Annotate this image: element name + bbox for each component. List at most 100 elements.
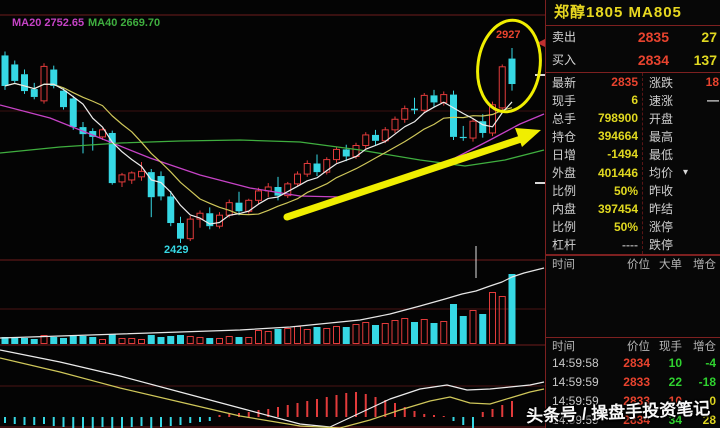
stat-row-low: 最低 [643,145,720,163]
tick-time: 14:59:59 [552,394,599,408]
buy-label: 买入 [552,53,577,67]
tick-time: 14:59:58 [552,356,599,370]
col-price: 价位 [627,341,650,353]
stat-label: 昨结 [649,202,674,217]
stat-label: 均价 [649,166,674,181]
stat-value: 2835 [611,75,638,90]
stat-row-inner-ratio: 比例 50% [546,218,642,236]
low-price-annotation: 2429 [164,244,189,256]
col-oi-change: 增仓 [693,341,716,353]
tick-oi-change: -18 [698,375,716,389]
stat-value: 798900 [597,111,638,126]
sell-quote-row[interactable]: 卖出 2835 27 [546,26,720,49]
stats-left-column: 最新 2835 现手 6 总手 798900 持仓 394664 日增 -1494 外盘 4… [546,73,643,254]
big-order-list-header: 时间 价位 大单 增仓 [546,255,720,272]
tick-volume: 10 [668,356,682,370]
stat-label: 速涨 [649,93,674,108]
stat-row-prev-close: 昨收 [643,182,720,200]
high-price-annotation: 2927 [496,29,521,41]
tick-price: 2834 [623,413,650,427]
contract-title: 郑醇1805 MA805 [546,0,720,26]
tick-price: 2833 [623,375,650,389]
stat-row-open-interest: 持仓 394664 [546,127,642,145]
stat-row-cur-vol: 现手 6 [546,91,642,109]
stat-value: ---- [622,237,638,252]
stat-value: 50% [613,219,638,234]
buy-quote-row[interactable]: 买入 2834 137 [546,49,720,73]
stats-right-column: 涨跌 18 速涨 — 开盘 最高 最低 均价 ▾ 昨收 昨结 涨停 跌停 [643,73,720,254]
tick-row: 14:59:59 2833 22 -18 [546,373,720,392]
stat-label: 昨收 [649,184,674,199]
stat-row-total-vol: 总手 798900 [546,109,642,127]
tick-oi-change: 28 [702,413,716,427]
tick-volume: 34 [668,413,682,427]
tick-oi-change: 0 [709,394,716,408]
stat-row-inner-disc: 内盘 397454 [546,200,642,218]
stat-value: 18 [705,75,719,90]
stat-row-open: 开盘 [643,109,720,127]
stat-label: 总手 [552,111,577,126]
stat-row-speed: 速涨 — [643,91,720,109]
stat-row-prev-settle: 昨结 [643,200,720,218]
stat-row-limit-down: 跌停 [643,236,720,254]
tick-list-header: 时间 价位 现手 增仓 [546,337,720,354]
stat-value: 50% [613,183,638,198]
stat-row-high: 最高 [643,127,720,145]
col-oi-change: 增仓 [693,259,716,271]
col-price: 价位 [627,259,650,271]
tick-list[interactable]: 14:59:58 2834 10 -4 14:59:59 2833 22 -18… [546,354,720,428]
stat-row-average: 均价 ▾ [643,163,720,181]
stat-value: -1494 [607,147,638,162]
stats-table: 最新 2835 现手 6 总手 798900 持仓 394664 日增 -1494 外盘 4… [546,73,720,255]
big-order-list[interactable] [546,272,720,337]
stat-row-limit-up: 涨停 [643,218,720,236]
stat-row-daily-increase: 日增 -1494 [546,145,642,163]
tick-row: 14:59:59 2834 34 28 [546,411,720,428]
tick-time: 14:59:59 [552,375,599,389]
stat-label: 持仓 [552,129,577,144]
tick-row: 14:59:59 2833 10 0 [546,392,720,411]
stat-value: 401446 [597,165,638,180]
stat-label: 涨停 [649,220,674,235]
stat-label: 比例 [552,184,577,199]
tick-volume: 10 [668,394,682,408]
stat-label: 内盘 [552,202,577,217]
stat-label: 开盘 [649,111,674,126]
stat-value: 397454 [597,201,638,216]
tick-oi-change: -4 [705,356,716,370]
stat-label: 现手 [552,93,577,108]
stat-row-outer-ratio: 比例 50% [546,182,642,200]
sell-price: 2835 [637,29,669,45]
stat-label: 日增 [552,147,577,162]
tick-time: 14:59:59 [552,413,599,427]
stat-value: 394664 [597,129,638,144]
stat-row-latest: 最新 2835 [546,73,642,91]
stat-row-outer-disc: 外盘 401446 [546,163,642,181]
stat-label: 最高 [649,129,674,144]
ma40-value-label: MA40 2669.70 [88,17,161,29]
ma20-value-label: MA20 2752.65 [12,17,85,29]
stat-row-change: 涨跌 18 [643,73,720,91]
stat-value: — [707,93,719,108]
stat-label: 最低 [649,147,674,162]
col-cur-vol: 现手 [659,341,682,353]
stat-label: 比例 [552,220,577,235]
buy-quantity: 137 [693,52,717,68]
tick-volume: 22 [668,375,682,389]
buy-price: 2834 [637,52,669,68]
stat-label: 涨跌 [649,75,674,90]
stat-value: 6 [631,93,638,108]
tick-price: 2834 [623,356,650,370]
average-price-dropdown-icon[interactable]: ▾ [683,167,689,179]
stat-label: 跌停 [649,238,674,253]
tick-row: 14:59:58 2834 10 -4 [546,354,720,373]
chart-canvas[interactable] [0,0,545,428]
stat-row-leverage: 杠杆 ---- [546,236,642,254]
stat-label: 最新 [552,75,577,90]
sell-quantity: 27 [701,29,717,45]
stat-label: 杠杆 [552,238,577,253]
quote-panel: 郑醇1805 MA805 卖出 2835 27 买入 2834 137 最新 28… [545,0,720,428]
col-time: 时间 [552,341,575,353]
tick-price: 2833 [623,394,650,408]
